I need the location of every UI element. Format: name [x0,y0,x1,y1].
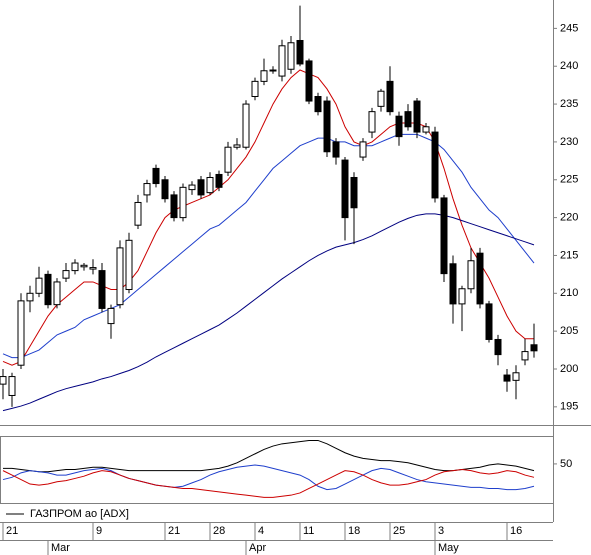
y-tick-label: 215 [560,249,578,261]
x-tick-label: 28 [213,525,225,537]
legend-label: ГАЗПРОМ ао [ADX] [30,508,129,520]
candle-body [377,90,385,107]
candle-body [530,344,538,352]
candle-body [395,115,403,138]
candle-body [44,273,52,306]
candle-body [413,100,421,133]
candle-body [53,281,61,306]
indicator-panel [2,439,535,498]
candle-body [197,179,205,196]
y-tick-label: 195 [560,401,578,413]
candle-body [440,197,448,275]
candle-body [449,263,457,305]
candle-body [332,141,340,158]
candle-body [71,262,79,272]
y-tick-label: 245 [560,22,578,34]
candle-body [521,351,529,361]
month-label: Mar [51,542,70,554]
candle-body [62,270,70,279]
candle-body [287,42,295,70]
candle-body [0,376,7,385]
indicator-frame [0,436,554,504]
candle-body [512,372,520,381]
candle-body [17,300,25,366]
y-tick-label: 210 [560,287,578,299]
candle-body [305,60,313,102]
y-tick-label: 230 [560,136,578,148]
candle-body [125,239,133,291]
candle-body [116,247,124,306]
candle-body [485,303,493,340]
candle-body [494,338,502,356]
x-tick-label: 21 [168,525,180,537]
y-tick-label: 240 [560,60,578,72]
y-tick-label: 220 [560,212,578,224]
x-tick-label: 9 [96,525,102,537]
moving-average [2,213,535,412]
candle-body [233,144,241,148]
candle-body [260,70,268,82]
y-tick-label: 200 [560,363,578,375]
candle-body [134,201,142,226]
candle-body [206,176,214,194]
candle-body [80,264,88,268]
candle-body [269,69,277,72]
candle-body [278,45,286,77]
x-tick-label: 21 [6,525,18,537]
candle-body [242,103,250,148]
moving-average [2,133,535,359]
y-tick-label: 205 [560,325,578,337]
candle-body [323,100,331,153]
candle-body [314,96,322,113]
candle-body [26,292,34,302]
month-label: Apr [249,542,266,554]
candle-body [404,111,412,128]
candle-body [107,307,115,325]
candle-body [8,376,16,396]
candle-body [458,288,466,305]
x-tick-label: 18 [348,525,360,537]
candle-body [503,374,511,382]
candle-body [98,270,106,309]
y-tick-label: 225 [560,174,578,186]
candle-body [368,111,376,133]
price-panel [0,5,538,412]
candle-body [179,186,187,219]
indicator-line [2,468,535,498]
month-label: May [438,542,459,554]
candle-body [215,173,223,188]
candle-body [224,146,232,173]
candle-body [188,184,196,191]
candle-body [386,80,394,113]
candle-body [341,159,349,219]
x-tick-label: 16 [510,525,522,537]
indicator-tick-label: 50 [560,458,572,470]
candle-body [251,80,259,98]
x-tick-label: 11 [303,525,314,537]
candle-body [422,126,430,133]
candle-body [170,194,178,219]
candle-body [152,167,160,185]
x-tick-label: 25 [393,525,405,537]
candle-body [35,277,43,294]
candle-body [476,252,484,305]
candle-body [467,260,475,290]
x-tick-label: 3 [438,525,444,537]
candle-body [89,267,97,270]
candle-body [143,183,151,196]
candle-body [359,141,367,158]
x-tick-label: 4 [258,525,264,537]
indicator-line [3,439,535,473]
indicator-line [2,464,535,491]
candle-body [161,179,169,200]
candle-body [350,176,358,209]
moving-average [2,69,534,366]
candle-body [431,131,439,199]
candle-body [296,39,304,65]
y-tick-label: 235 [560,98,578,110]
